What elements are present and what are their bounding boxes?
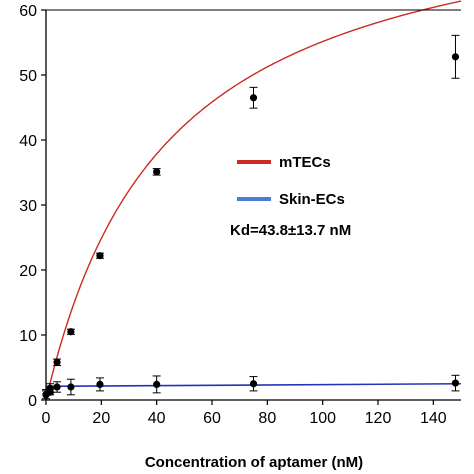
legend: mTECs Skin-ECs — [237, 154, 345, 208]
error-bars — [42, 34, 460, 401]
y-tick-label: 10 — [19, 328, 37, 345]
x-tick-label: 120 — [365, 410, 392, 427]
data-point-mtecs — [67, 328, 75, 336]
data-point-skin-ecs — [53, 383, 61, 391]
y-tick-label: 50 — [19, 68, 37, 85]
y-tick-label: 20 — [19, 263, 37, 280]
fit-curve-mtecs — [45, 0, 462, 401]
data-point-skin-ecs — [96, 380, 104, 388]
x-tick-label: 0 — [42, 410, 51, 427]
y-ticks: 0 10 20 30 40 50 60 — [19, 3, 46, 410]
x-tick-label: 20 — [92, 410, 110, 427]
legend-label-mtecs: mTECs — [279, 154, 331, 171]
data-point-mtecs — [96, 252, 104, 260]
data-point-mtecs — [53, 358, 61, 366]
y-tick-label: 0 — [28, 393, 37, 410]
y-tick-label: 40 — [19, 133, 37, 150]
y-tick-label: 60 — [19, 3, 37, 20]
x-tick-label: 140 — [420, 410, 447, 427]
legend-label-skin-ecs: Skin-ECs — [279, 191, 345, 208]
data-point-mtecs — [153, 168, 161, 176]
data-point-skin-ecs — [451, 379, 460, 387]
data-point-skin-ecs — [67, 383, 75, 391]
axes — [45, 9, 461, 401]
x-ticks: 0 20 40 60 80 100 120 140 — [42, 400, 447, 427]
x-axis-label: Concentration of aptamer (nM) — [145, 454, 363, 471]
data-point-skin-ecs — [153, 380, 161, 388]
x-tick-label: 80 — [258, 410, 276, 427]
kd-annotation: Kd=43.8±13.7 nM — [230, 222, 351, 239]
data-point-skin-ecs — [249, 380, 258, 388]
x-tick-label: 100 — [309, 410, 336, 427]
y-tick-label: 30 — [19, 198, 37, 215]
data-point-skin-ecs — [46, 384, 54, 392]
data-point-mtecs — [249, 94, 258, 102]
data-point-mtecs — [451, 53, 460, 61]
x-tick-label: 60 — [203, 410, 221, 427]
x-tick-label: 40 — [148, 410, 166, 427]
data-points — [42, 53, 460, 399]
